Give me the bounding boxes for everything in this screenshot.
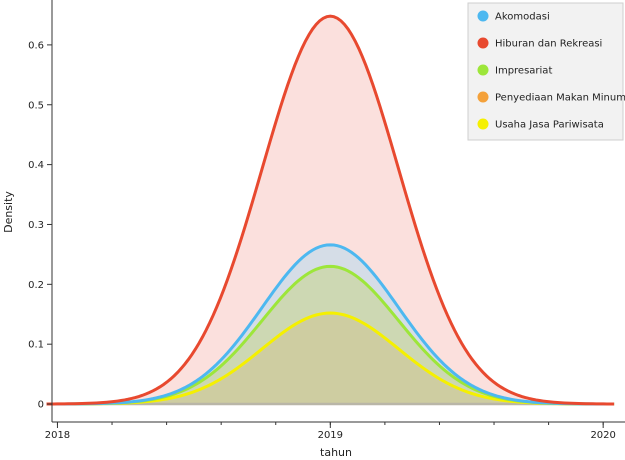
legend-label-impresariat: Impresariat [495,66,552,77]
x-tick-label: 2020 [590,430,615,441]
y-tick-label: 0.6 [28,40,44,51]
x-tick-label: 2018 [45,430,70,441]
legend-label-penyediaan-makan-minum: Penyediaan Makan Minum [495,93,625,104]
axes: 0 0.1 0.2 0.3 0.4 0.5 0.6 2018 2019 2020 [28,0,625,441]
legend-swatch-impresariat [477,64,489,76]
legend-swatch-usaha-jasa-pariwisata [477,118,489,130]
line-akomodasi [46,243,615,406]
legend-swatch-hiburan-dan-rekreasi [477,37,489,49]
x-tick-label: 2019 [318,430,343,441]
y-tick-label: 0.1 [28,340,44,351]
legend: Akomodasi Hiburan dan Rekreasi Impresariat… [467,2,625,141]
line-hiburan-dan-rekreasi [46,14,615,406]
y-tick-label: 0.3 [28,220,44,231]
series-lines [46,14,615,406]
y-tick-label: 0.2 [28,280,44,291]
legend-swatch-akomodasi [477,10,489,22]
y-tick-label: 0 [38,400,44,411]
legend-label-usaha-jasa-pariwisata: Usaha Jasa Pariwisata [495,120,604,131]
y-tick-label: 0.4 [28,160,44,171]
y-axis-label: Density [2,191,15,233]
y-tick-label: 0.5 [28,100,44,111]
legend-label-akomodasi: Akomodasi [495,12,550,23]
area-usaha-jasa-pariwisata [46,313,615,405]
legend-swatch-penyediaan-makan-minum [477,91,489,103]
legend-label-hiburan-dan-rekreasi: Hiburan dan Rekreasi [495,39,602,50]
series-fills [46,16,615,405]
legend-box [467,2,624,141]
x-axis-label: tahun [320,446,352,459]
area-hiburan-dan-rekreasi [46,16,615,405]
